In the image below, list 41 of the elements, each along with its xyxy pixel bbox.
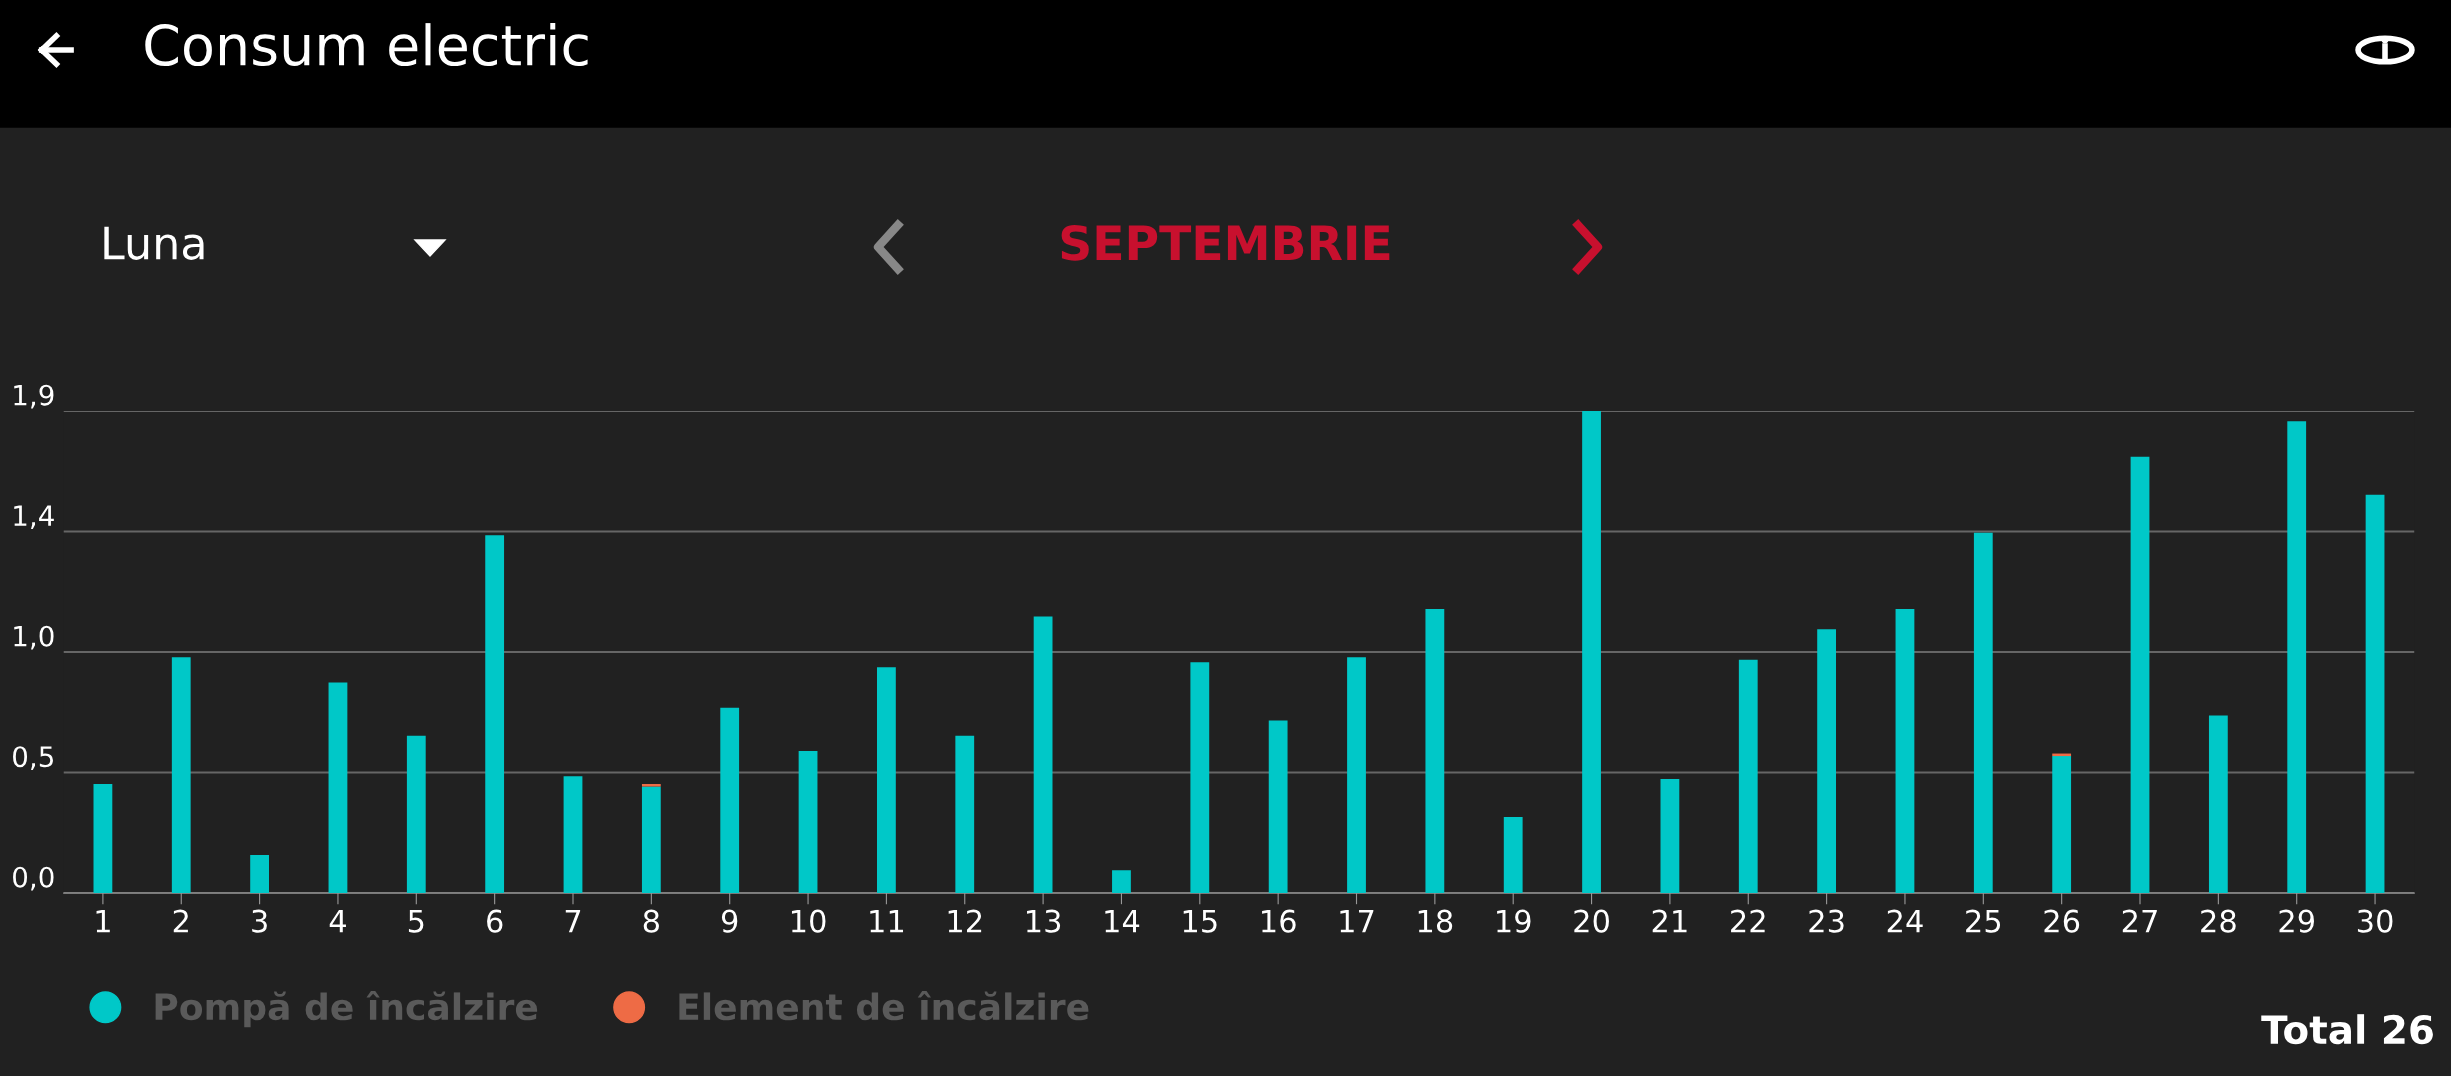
y-tick-label: 1,9	[14, 384, 54, 409]
x-tick-label: 17	[1340, 909, 1374, 933]
legend-label: Pompă de încălzire	[155, 990, 538, 1028]
y-tick-label: 1,4	[14, 505, 54, 529]
x-tick-label: 1	[96, 909, 110, 933]
x-tick-label: 26	[2044, 909, 2080, 933]
chart-title: Consum electric	[145, 23, 588, 67]
x-tick-label: 16	[1262, 909, 1296, 933]
x-tick-label: 18	[1418, 909, 1453, 933]
x-tick-label: 25	[1966, 909, 2001, 933]
text: Total 26	[2261, 1014, 2433, 1045]
x-tick-label: 10	[791, 909, 826, 933]
x-tick-label: 15	[1183, 909, 1217, 933]
x-tick-label: 20	[1574, 909, 1609, 933]
y-tick-label: 0,0	[13, 866, 54, 891]
x-tick-label: 11	[870, 909, 904, 933]
x-tick-label: 19	[1497, 909, 1531, 933]
text: Luna	[104, 226, 204, 260]
x-tick-label: 14	[1105, 909, 1140, 933]
y-tick-label: 1,0	[14, 625, 54, 650]
x-tick-label: 28	[2201, 909, 2236, 933]
x-tick-label: 6	[487, 909, 503, 933]
x-tick-label: 30	[2357, 909, 2393, 933]
x-tick-label: 7	[565, 909, 581, 933]
x-tick-label: 13	[1027, 909, 1061, 933]
x-tick-label: 29	[2279, 909, 2314, 933]
x-tick-label: 2	[173, 909, 188, 933]
x-tick-label: 4	[329, 909, 346, 933]
x-tick-label: 9	[721, 909, 738, 933]
x-tick-label: 22	[1731, 909, 1765, 933]
chart-subtitle: SEPTEMBRIE	[1061, 224, 1390, 261]
x-tick-label: 5	[408, 909, 424, 933]
x-tick-label: 27	[2122, 909, 2157, 933]
y-tick-label: 0,5	[13, 746, 53, 771]
x-tick-label: 8	[643, 909, 659, 933]
x-tick-label: 24	[1887, 909, 1923, 933]
x-tick-label: 12	[948, 909, 982, 933]
x-tick-label: 21	[1652, 909, 1687, 933]
x-tick-label: 23	[1809, 909, 1844, 933]
legend-label: Element de încălzire	[679, 990, 1089, 1021]
x-tick-label: 3	[252, 909, 267, 933]
